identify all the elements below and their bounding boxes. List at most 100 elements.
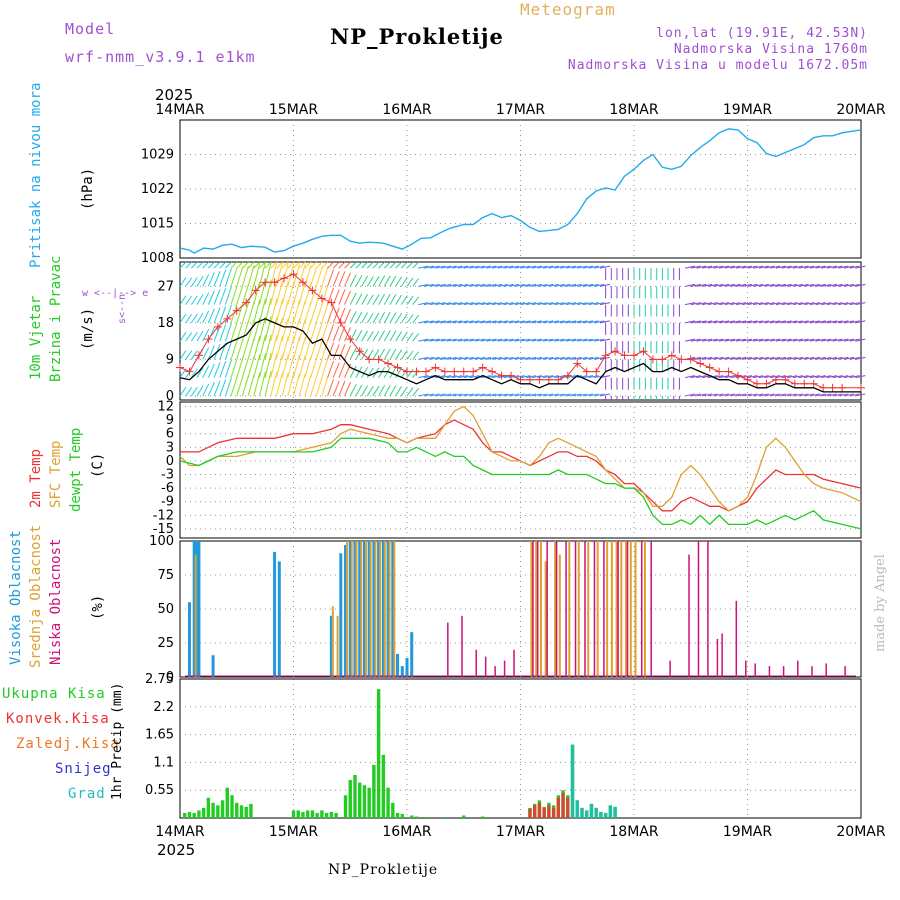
wind-barb	[787, 320, 798, 324]
wind-barb	[469, 283, 480, 287]
cloud-bar-high	[410, 632, 414, 677]
wind-barb	[497, 393, 508, 397]
wind-barb	[207, 345, 215, 360]
precip-bar-total	[296, 810, 300, 818]
cloud-bar-low	[584, 541, 586, 677]
wind-barb	[321, 339, 329, 360]
wind-barb	[509, 338, 520, 342]
cloud-bar-high	[273, 551, 277, 677]
wind-barb	[429, 320, 440, 324]
wind-barb	[247, 301, 255, 324]
wind-barb	[787, 338, 798, 342]
wind-barb	[798, 283, 809, 287]
wind-barb	[520, 375, 531, 379]
wind-barb	[826, 338, 838, 342]
wind-barb	[741, 375, 752, 379]
cloud-bar-low	[565, 541, 567, 677]
cloud-bar-high	[358, 541, 362, 677]
wind-barb	[798, 320, 809, 324]
precip-bar-total	[206, 797, 211, 818]
wind-barb	[179, 331, 187, 342]
wind-barb	[230, 358, 238, 378]
wind-barb	[514, 302, 525, 306]
wind-barb	[798, 393, 809, 397]
wind-barb	[435, 356, 446, 360]
wind-barb	[361, 261, 368, 269]
cloud-bar-high	[277, 561, 281, 677]
wind-barb	[809, 283, 821, 287]
wind-barb	[764, 356, 775, 360]
cloud-bar-high	[339, 553, 343, 677]
wind-barb	[469, 320, 480, 324]
wind-barb	[747, 283, 758, 287]
wind-barb	[236, 285, 244, 305]
wind-barb	[429, 338, 440, 342]
cloud-bar-mid	[379, 541, 382, 677]
wind-barb	[435, 265, 446, 269]
cloud-bar-high	[348, 541, 352, 677]
wind-barb	[719, 320, 730, 324]
wind-speed-line	[179, 318, 861, 393]
precip-bar-total	[320, 810, 324, 818]
wind-barb	[418, 338, 429, 342]
wind-barb	[281, 263, 289, 287]
precip-bar-total	[244, 806, 248, 818]
wind-barb	[429, 265, 440, 269]
wind-barb	[753, 356, 764, 360]
wind-barb	[781, 302, 792, 306]
ytick-label-2: 6	[166, 427, 174, 442]
wind-barb	[315, 358, 323, 378]
wind-barb	[843, 393, 855, 397]
wind-barb	[321, 376, 329, 397]
wind-barb	[736, 302, 747, 306]
wind-barb	[787, 375, 798, 379]
precip-bar-total	[201, 807, 206, 818]
precip-bar-total	[410, 815, 414, 818]
cloud-bar-low	[797, 660, 799, 677]
wind-barb	[310, 285, 318, 305]
wind-barb	[832, 338, 843, 342]
wind-barb	[452, 283, 463, 287]
wind-barb	[236, 261, 244, 269]
model-name: wrf-nmm_v3.9.1 e1km	[65, 48, 256, 66]
wind-barb	[349, 261, 357, 269]
cloud-bar-mid	[539, 541, 542, 677]
wind-barb	[849, 320, 860, 324]
wind-barb	[775, 320, 786, 324]
wind-barb	[202, 329, 210, 342]
wind-barb	[684, 320, 696, 324]
wind-barb	[395, 261, 403, 269]
wind-barb	[236, 339, 244, 360]
cloud-bar-low	[697, 541, 700, 677]
wind-barb	[463, 302, 474, 306]
wind-barb	[843, 265, 855, 269]
wind-barb	[821, 283, 832, 287]
ytick-label-4: 2.75	[145, 672, 174, 687]
wind-barb	[440, 265, 452, 269]
wind-barb	[469, 265, 480, 269]
wind-barb	[241, 284, 249, 305]
precip-bar-hail	[603, 812, 608, 818]
wind-barb	[440, 320, 452, 324]
wind-barb	[293, 263, 300, 287]
wind-barb	[378, 293, 386, 305]
cloud-bar-mid	[544, 561, 547, 677]
precip-bar-total	[220, 800, 225, 818]
wind-barb	[366, 294, 374, 305]
cloud-bar-high	[372, 541, 376, 677]
wind-barb	[480, 283, 491, 287]
precip-bar-total	[197, 810, 201, 818]
wind-barb	[418, 375, 429, 379]
ytick-label-1: 0	[166, 389, 174, 404]
wind-barb	[577, 302, 588, 306]
wind-barb	[457, 283, 469, 287]
wind-barb	[792, 283, 803, 287]
wind-barb	[821, 356, 832, 360]
wind-barb	[361, 348, 369, 360]
wind-barb	[821, 265, 832, 269]
wind-barb	[548, 320, 559, 324]
cloud-bar-high	[353, 541, 357, 677]
wind-barb	[315, 261, 323, 269]
wind-barb	[855, 338, 866, 342]
